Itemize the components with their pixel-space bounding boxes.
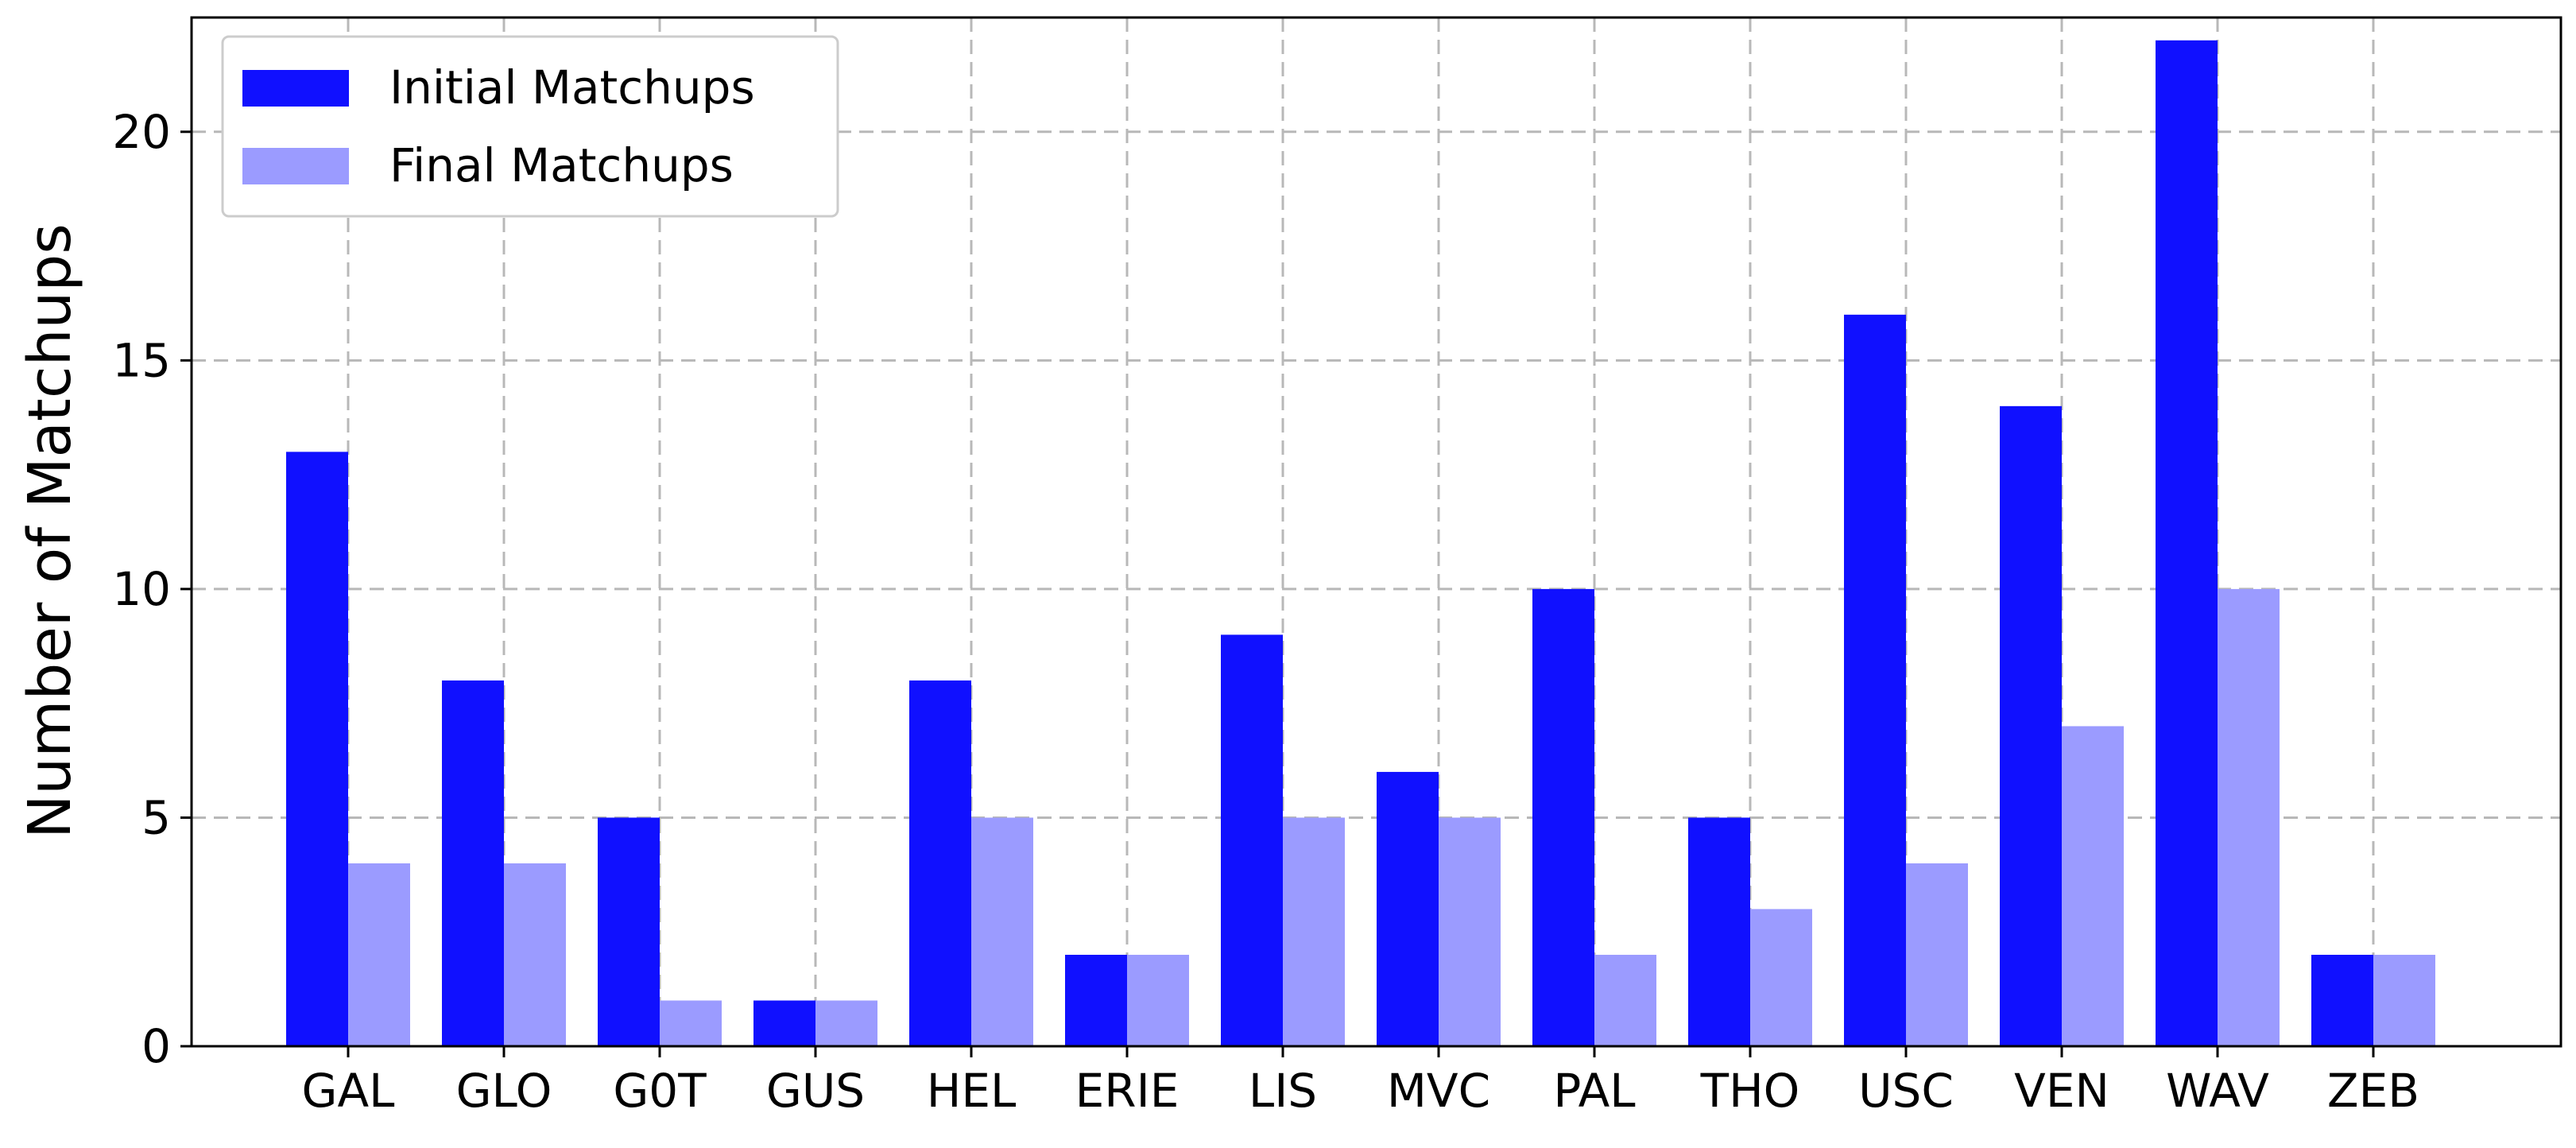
bar-initial-g0t <box>598 817 660 1046</box>
x-tick-label: GUS <box>766 1064 865 1118</box>
bar-initial-gal <box>286 452 348 1046</box>
legend-label: Final Matchups <box>389 138 734 192</box>
y-tick-label: 10 <box>112 562 171 616</box>
legend-swatch <box>242 148 349 184</box>
bar-initial-ven <box>2000 405 2062 1046</box>
y-tick-label: 0 <box>141 1019 171 1073</box>
bar-final-mvc <box>1439 817 1501 1046</box>
bar-initial-lis <box>1221 634 1283 1046</box>
bar-final-zeb <box>2373 954 2435 1046</box>
bar-initial-wav <box>2156 40 2218 1046</box>
x-tick-label: PAL <box>1553 1064 1635 1118</box>
legend: Initial Matchups Final Matchups <box>221 35 839 218</box>
bar-final-wav <box>2218 588 2280 1046</box>
legend-label: Initial Matchups <box>389 60 755 114</box>
bar-final-pal <box>1594 954 1656 1046</box>
bar-final-lis <box>1283 817 1345 1046</box>
bar-initial-mvc <box>1377 771 1439 1046</box>
x-tick-label: THO <box>1700 1064 1800 1118</box>
bar-final-gus <box>815 1000 877 1046</box>
legend-swatch <box>242 70 349 107</box>
y-tick-label: 15 <box>112 333 171 387</box>
bar-initial-zeb <box>2311 954 2373 1046</box>
bar-initial-gus <box>753 1000 815 1046</box>
x-tick-label: VEN <box>2014 1064 2109 1118</box>
x-tick-label: ZEB <box>2327 1064 2419 1118</box>
y-tick-label: 5 <box>141 790 171 844</box>
plot-frame <box>190 16 2562 1048</box>
bars <box>286 40 2435 1046</box>
bar-initial-pal <box>1532 588 1594 1046</box>
bar-initial-usc <box>1844 314 1906 1046</box>
x-tick-label: GLO <box>456 1064 552 1118</box>
bar-initial-tho <box>1688 817 1750 1046</box>
x-tick-label: WAV <box>2166 1064 2269 1118</box>
bar-initial-hel <box>909 680 971 1046</box>
x-axis-ticks: GAL GLO G0T GUS HEL ERIE LIS MVC PAL THO USC VEN WAV… <box>302 1046 2419 1118</box>
bar-final-usc <box>1906 863 1968 1046</box>
x-tick-label: LIS <box>1249 1064 1317 1118</box>
legend-frame <box>221 35 839 218</box>
x-tick-label: GAL <box>302 1064 395 1118</box>
bar-final-ven <box>2062 726 2124 1046</box>
x-tick-label: MVC <box>1387 1064 1490 1118</box>
bar-initial-erie <box>1065 954 1127 1046</box>
bar-initial-glo <box>442 680 504 1046</box>
x-tick-label: HEL <box>927 1064 1017 1118</box>
x-tick-label: USC <box>1858 1064 1954 1118</box>
bar-final-glo <box>504 863 566 1046</box>
y-axis-label: Number of Matchups <box>16 223 84 839</box>
bar-final-tho <box>1750 909 1812 1046</box>
x-tick-label: G0T <box>613 1064 707 1118</box>
bar-final-erie <box>1127 954 1189 1046</box>
bar-final-hel <box>971 817 1033 1046</box>
bar-final-gal <box>348 863 410 1046</box>
x-tick-label: ERIE <box>1075 1064 1180 1118</box>
y-axis-ticks: 0 5 10 15 20 <box>112 105 192 1073</box>
y-tick-label: 20 <box>112 105 171 159</box>
bar-final-g0t <box>660 1000 722 1046</box>
